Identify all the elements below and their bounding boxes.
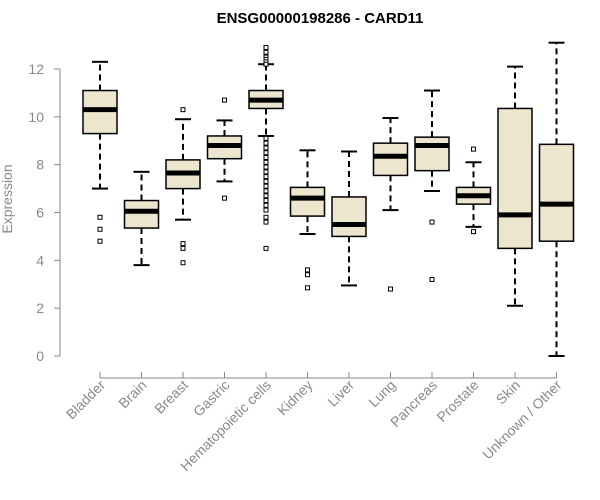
- outlier-point: [222, 97, 227, 103]
- outlier-point: [263, 219, 269, 225]
- outlier-point: [263, 164, 269, 170]
- box-liver: [331, 150, 367, 287]
- x-tick-label: Lung: [365, 377, 398, 410]
- y-tick-label: 0: [36, 348, 44, 364]
- outlier-point: [471, 146, 476, 152]
- y-axis-title: Expression: [0, 164, 15, 233]
- chart-title: ENSG00000198286 - CARD11: [217, 10, 424, 27]
- outlier-point: [180, 245, 186, 251]
- outlier-point: [180, 260, 186, 266]
- x-tick-label: Unknown / Other: [479, 377, 565, 463]
- x-tick-label: Brain: [115, 377, 149, 411]
- outlier-point: [263, 61, 269, 67]
- outlier-point: [263, 154, 269, 160]
- outlier-point: [263, 159, 269, 165]
- x-tick-label: Liver: [324, 377, 357, 410]
- outlier-point: [97, 226, 103, 232]
- y-tick-label: 12: [28, 61, 44, 77]
- box-series: [82, 41, 575, 357]
- outlier-point: [263, 49, 269, 55]
- x-tick-label: Bladder: [63, 377, 109, 423]
- y-tick-label: 2: [36, 300, 44, 316]
- y-tick-label: 4: [36, 252, 44, 268]
- outlier-point: [263, 135, 269, 141]
- y-axis: 0 2 4 6 8 10 12: [28, 61, 61, 364]
- box-pancreas: [414, 89, 450, 282]
- iqr-box: [289, 186, 326, 217]
- x-tick-label: Skin: [493, 377, 524, 408]
- outlier-point: [305, 285, 310, 291]
- outlier-point: [429, 219, 435, 225]
- x-tick-label: Prostate: [433, 377, 481, 425]
- outlier-point: [305, 272, 310, 278]
- box-unknown-other: [538, 41, 575, 357]
- outlier-point: [263, 245, 269, 251]
- outlier-point: [305, 267, 310, 273]
- outlier-point: [180, 241, 186, 247]
- outlier-point: [471, 229, 476, 235]
- outlier-point: [263, 140, 269, 146]
- box-hematopoietic-cells: [248, 44, 284, 251]
- x-tick-label: Kidney: [274, 377, 316, 419]
- outlier-point: [388, 286, 393, 292]
- outlier-point: [97, 238, 103, 244]
- iqr-box: [331, 196, 367, 238]
- outlier-point: [263, 178, 269, 184]
- outlier-point: [180, 107, 186, 113]
- box-lung: [372, 117, 409, 292]
- outlier-point: [97, 214, 103, 220]
- outlier-point: [263, 207, 269, 213]
- x-tick-label: Breast: [151, 377, 191, 417]
- outlier-point: [263, 174, 269, 180]
- iqr-box: [414, 136, 450, 172]
- iqr-box: [123, 199, 160, 229]
- outlier-point: [263, 202, 269, 208]
- iqr-box: [497, 107, 533, 250]
- outlier-point: [263, 214, 269, 220]
- box-skin: [497, 65, 533, 307]
- outlier-point: [263, 44, 269, 50]
- outlier-point: [429, 276, 435, 282]
- box-breast: [165, 107, 201, 266]
- box-bladder: [82, 60, 118, 244]
- y-tick-label: 8: [36, 157, 44, 173]
- outlier-point: [263, 169, 269, 175]
- outlier-point: [263, 183, 269, 189]
- iqr-box: [372, 142, 409, 177]
- y-tick-label: 6: [36, 205, 44, 221]
- box-gastric: [206, 97, 243, 201]
- outlier-point: [263, 145, 269, 151]
- box-kidney: [289, 149, 326, 291]
- outlier-point: [222, 195, 227, 201]
- outlier-point: [263, 198, 269, 204]
- outlier-point: [263, 150, 269, 156]
- box-brain: [123, 170, 160, 267]
- iqr-box: [538, 143, 575, 242]
- box-prostate: [455, 146, 492, 235]
- y-tick-label: 10: [28, 109, 44, 125]
- outlier-point: [263, 193, 269, 199]
- outlier-point: [263, 188, 269, 194]
